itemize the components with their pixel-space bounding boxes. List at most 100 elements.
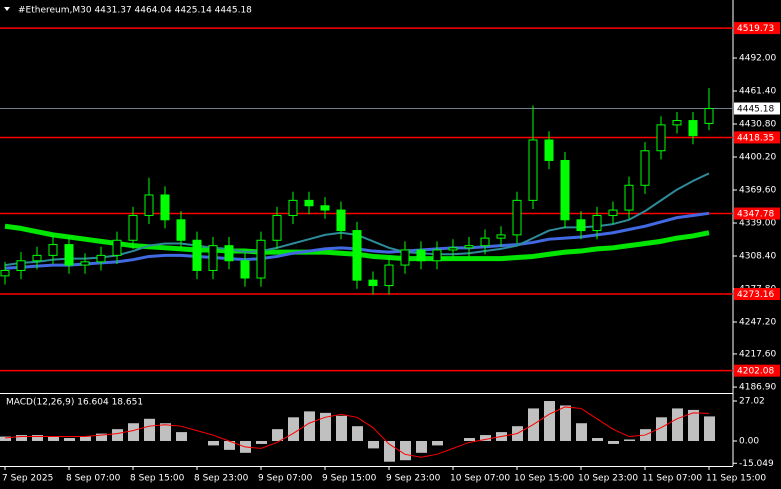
macd-bar bbox=[560, 405, 571, 441]
macd-bar bbox=[624, 439, 635, 441]
candle-body bbox=[272, 214, 282, 241]
candle-body bbox=[256, 239, 266, 279]
macd-bar bbox=[288, 417, 299, 441]
candle-body bbox=[464, 245, 474, 249]
y-tick-label: 0.00 bbox=[739, 436, 759, 446]
y-tick-label: 27.02 bbox=[739, 396, 765, 406]
macd-bar bbox=[688, 409, 699, 441]
macd-bar bbox=[48, 436, 59, 441]
level-label-bg bbox=[734, 288, 780, 301]
level-label-bg bbox=[734, 207, 780, 220]
x-tick-label: 9 Sep 07:00 bbox=[258, 474, 313, 484]
candle-body bbox=[304, 199, 314, 207]
current-price-bg bbox=[734, 102, 780, 115]
menu-triangle bbox=[4, 7, 10, 11]
candle-body bbox=[176, 219, 186, 241]
macd-bar bbox=[0, 436, 11, 441]
candle-body bbox=[368, 279, 378, 287]
macd-bar bbox=[576, 423, 587, 441]
x-tick-label: 8 Sep 23:00 bbox=[194, 474, 249, 484]
candle-body bbox=[160, 194, 170, 221]
y-tick-label: 4217.60 bbox=[739, 349, 776, 359]
level-label: 4273.16 bbox=[737, 290, 774, 300]
candle-body bbox=[592, 214, 602, 232]
candle-body bbox=[640, 150, 650, 186]
candle-body bbox=[352, 230, 362, 281]
macd-bar bbox=[416, 440, 427, 453]
x-tick-label: 10 Sep 07:00 bbox=[450, 474, 510, 484]
candle-body bbox=[656, 124, 666, 152]
candle-body bbox=[96, 254, 106, 263]
x-tick-label: 9 Sep 23:00 bbox=[386, 474, 441, 484]
x-tick-label: 9 Sep 15:00 bbox=[322, 474, 377, 484]
candle-body bbox=[704, 108, 714, 124]
y-tick-label: 4186.90 bbox=[739, 383, 776, 393]
candle-body bbox=[48, 244, 58, 256]
x-tick-label: 8 Sep 07:00 bbox=[66, 474, 121, 484]
candle-body bbox=[0, 269, 10, 277]
y-tick-label: 4400.20 bbox=[739, 153, 776, 163]
macd-bar bbox=[336, 415, 347, 441]
macd-bar bbox=[544, 401, 555, 441]
y-tick-label: 4369.60 bbox=[739, 186, 776, 196]
macd-bar bbox=[368, 440, 379, 449]
macd-bar bbox=[432, 440, 443, 446]
y-tick-label: 4339.00 bbox=[739, 219, 776, 229]
candle-body bbox=[320, 205, 330, 211]
candle-body bbox=[336, 209, 346, 232]
x-tick-label: 8 Sep 15:00 bbox=[130, 474, 185, 484]
candle-body bbox=[432, 249, 442, 262]
level-label: 4202.08 bbox=[737, 367, 774, 377]
candle-body bbox=[576, 219, 586, 232]
macd-title: MACD(12,26,9) 16.604 18.651 bbox=[6, 398, 143, 408]
candle-body bbox=[192, 239, 202, 271]
y-tick-label: 4430.80 bbox=[739, 120, 776, 130]
macd-bar bbox=[656, 417, 667, 441]
y-tick-label: -15.049 bbox=[739, 459, 774, 469]
candle-body bbox=[288, 199, 298, 216]
candle-body bbox=[560, 159, 570, 221]
candle-body bbox=[64, 244, 74, 266]
candle-body bbox=[400, 249, 410, 266]
candle-body bbox=[384, 264, 394, 287]
macd-bar bbox=[672, 408, 683, 441]
candle-body bbox=[416, 249, 426, 262]
macd-bar bbox=[320, 412, 331, 441]
macd-bar bbox=[32, 435, 43, 441]
level-label-bg bbox=[734, 364, 780, 377]
y-tick-label: 4247.20 bbox=[739, 318, 776, 328]
x-tick-label: 10 Sep 23:00 bbox=[578, 474, 638, 484]
x-tick-label: 11 Sep 15:00 bbox=[706, 474, 766, 484]
macd-bar bbox=[208, 440, 219, 446]
level-label-bg bbox=[734, 131, 780, 144]
candle-body bbox=[128, 214, 138, 241]
macd-bar bbox=[480, 435, 491, 441]
candle-body bbox=[672, 120, 682, 126]
candle-body bbox=[16, 260, 26, 271]
candle-body bbox=[208, 245, 218, 271]
macd-bar bbox=[96, 433, 107, 441]
macd-bar bbox=[608, 440, 619, 444]
candle-body bbox=[496, 234, 506, 239]
macd-bar bbox=[400, 440, 411, 461]
x-tick-label: 10 Sep 15:00 bbox=[514, 474, 574, 484]
macd-bar bbox=[256, 440, 267, 444]
x-tick-label: 7 Sep 2025 bbox=[2, 474, 53, 484]
signal-line bbox=[4, 406, 710, 458]
candle-body bbox=[448, 247, 458, 251]
x-tick-label: 11 Sep 07:00 bbox=[642, 474, 702, 484]
candle-body bbox=[608, 209, 618, 216]
candle-body bbox=[240, 260, 250, 279]
macd-bar bbox=[224, 440, 235, 450]
y-tick-label: 4492.00 bbox=[739, 54, 776, 64]
macd-bar bbox=[80, 436, 91, 441]
level-label-bg bbox=[734, 22, 780, 35]
candle-body bbox=[688, 120, 698, 137]
y-tick-label: 4308.40 bbox=[739, 252, 776, 262]
level-label: 4519.73 bbox=[737, 24, 774, 34]
level-label: 4418.35 bbox=[737, 133, 774, 143]
candle-body bbox=[224, 245, 234, 262]
macd-bar bbox=[128, 423, 139, 441]
macd-bar bbox=[384, 440, 395, 462]
